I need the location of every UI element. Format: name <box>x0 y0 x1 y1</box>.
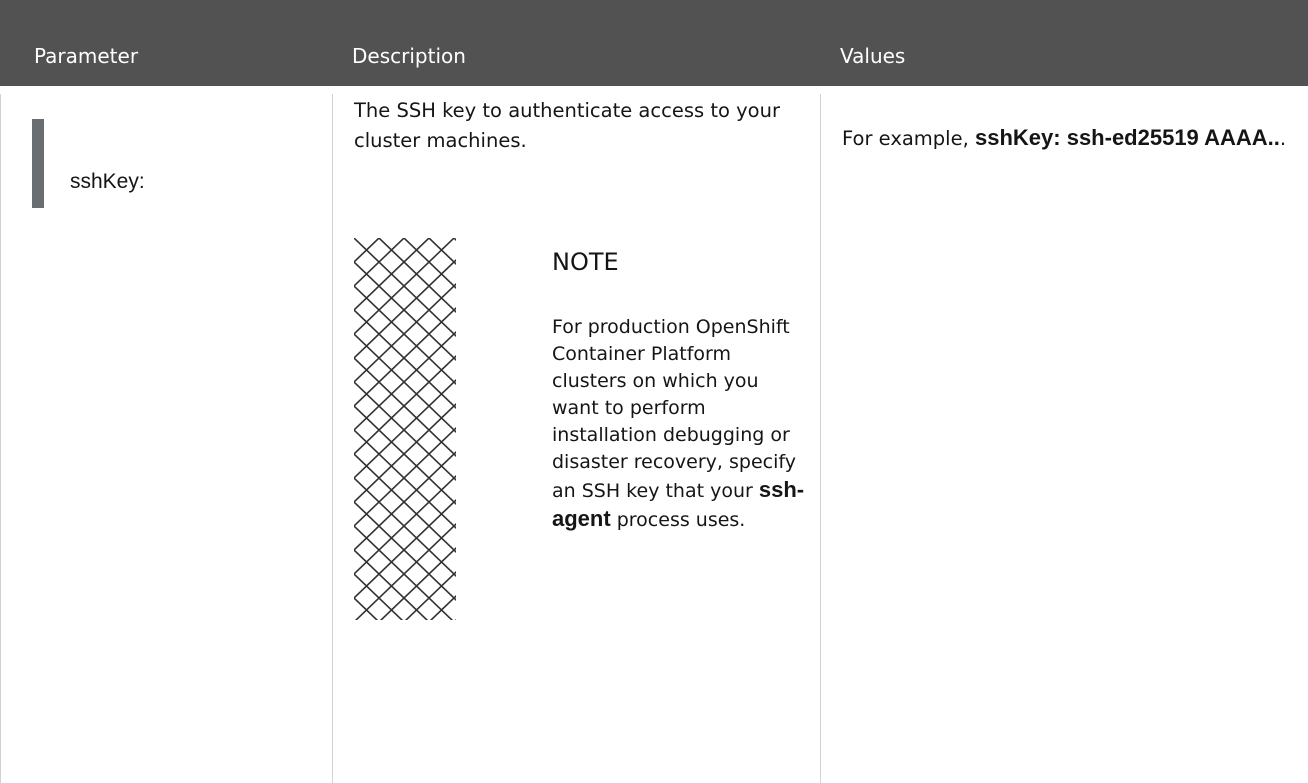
parameter-marker <box>32 119 44 208</box>
column-border <box>0 94 1 783</box>
parameter-name: sshKey: <box>70 170 145 193</box>
text: For example, <box>842 127 975 150</box>
code: ssh-agent <box>552 477 805 531</box>
note-title: NOTE <box>552 248 619 276</box>
column-border <box>820 94 821 783</box>
header-cell: Description <box>352 44 466 68</box>
text: For production OpenShift Container Platf… <box>552 316 796 502</box>
header-cell: Values <box>840 44 906 68</box>
column-border <box>332 94 333 783</box>
note-text: For production OpenShift Container Platf… <box>552 314 807 534</box>
header-cell: Parameter <box>34 44 139 68</box>
values: For example, sshKey: ssh-ed25519 AAAA... <box>842 124 1292 153</box>
code: sshKey: ssh-ed25519 AAAA.. <box>975 125 1280 150</box>
description: The SSH key to authenticate access to yo… <box>354 99 780 152</box>
text: process uses. <box>610 509 746 531</box>
table-header: Parameter Description Values <box>0 0 1308 86</box>
text: . <box>1279 127 1287 150</box>
note-icon <box>354 238 456 620</box>
